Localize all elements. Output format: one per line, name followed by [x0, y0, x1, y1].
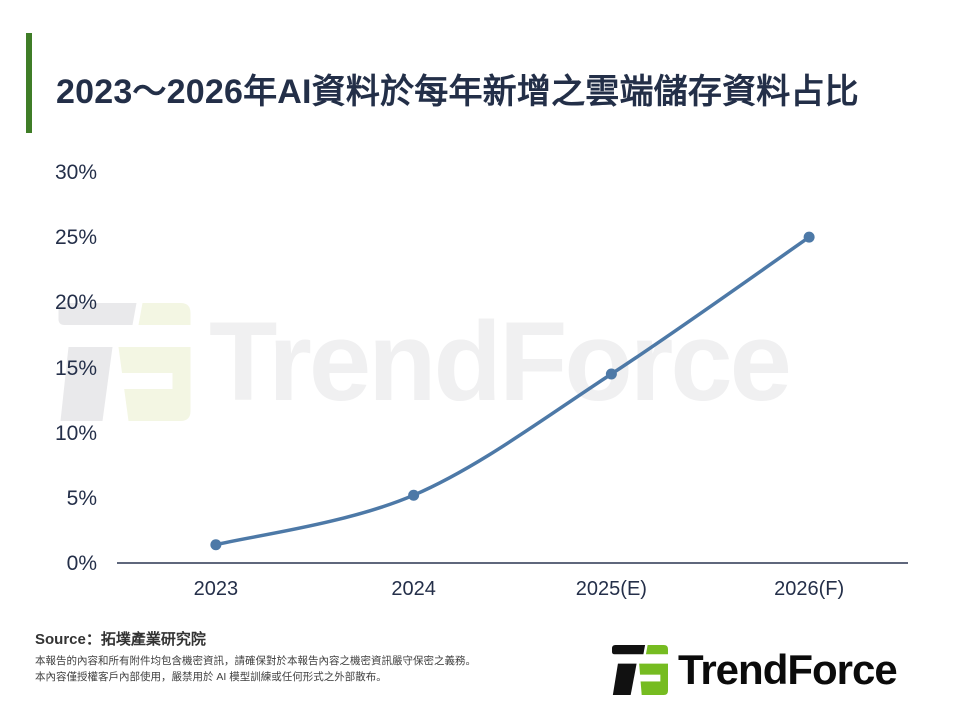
page-title: 2023～2026年AI資料於每年新增之雲端儲存資料占比 — [56, 73, 859, 111]
title-accent-bar — [26, 33, 32, 133]
logo-text: TrendForce — [678, 646, 898, 693]
disclaimer-line-2: 本內容僅授權客戶內部使用，嚴禁用於 AI 模型訓練或任何形式之外部散布。 — [35, 671, 387, 683]
data-point-2024 — [408, 489, 420, 501]
disclaimer-line-1: 本報告的內容和所有附件均包含機密資訊，請確保對於本報告內容之機密資訊嚴守保密之義… — [35, 655, 476, 667]
trendforce-logo: TrendForce — [612, 644, 898, 696]
trend-line — [214, 235, 811, 547]
data-point-2026(F) — [803, 231, 815, 243]
source-label: Source：拓墣產業研究院 — [35, 631, 206, 648]
disclaimer-text: 本報告的內容和所有附件均包含機密資訊，請確保對於本報告內容之機密資訊嚴守保密之義… — [35, 653, 476, 685]
trendforce-logo-icon — [612, 644, 668, 696]
data-point-2023 — [210, 539, 222, 551]
data-point-2025(E) — [605, 368, 617, 380]
